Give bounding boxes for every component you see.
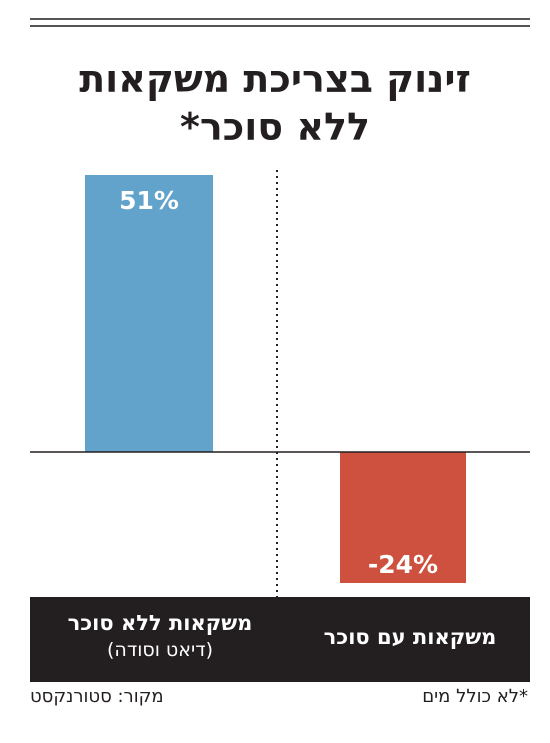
chart-area: 51% -24% — [30, 170, 530, 597]
title-line-1: זינוק בצריכת משקאות — [79, 57, 471, 101]
source-note: מקור: סטורנקסט — [30, 686, 164, 707]
top-rule — [30, 25, 530, 27]
chart-title: זינוק בצריכת משקאות ללא סוכר* — [20, 55, 530, 151]
category-label-with-sugar-line1: משקאות עם סוכר — [323, 625, 497, 649]
category-label-band: משקאות ללא סוכר (דיאט וסודה) משקאות עם ס… — [30, 597, 530, 682]
top-rule — [30, 18, 530, 20]
category-label-no-sugar-line2: (דיאט וסודה) — [107, 639, 213, 661]
category-label-no-sugar-line1: משקאות ללא סוכר — [67, 611, 253, 635]
bar-with-sugar — [340, 452, 466, 583]
title-line-2: ללא סוכר* — [179, 105, 371, 149]
category-label-with-sugar: משקאות עם סוכר — [292, 623, 528, 651]
data-label-no-sugar: 51% — [119, 186, 179, 215]
bar-no-sugar — [85, 175, 213, 452]
data-label-with-sugar: -24% — [368, 550, 438, 579]
category-label-no-sugar: משקאות ללא סוכר (דיאט וסודה) — [40, 609, 280, 663]
footnote: *לא כולל מים — [422, 686, 528, 707]
